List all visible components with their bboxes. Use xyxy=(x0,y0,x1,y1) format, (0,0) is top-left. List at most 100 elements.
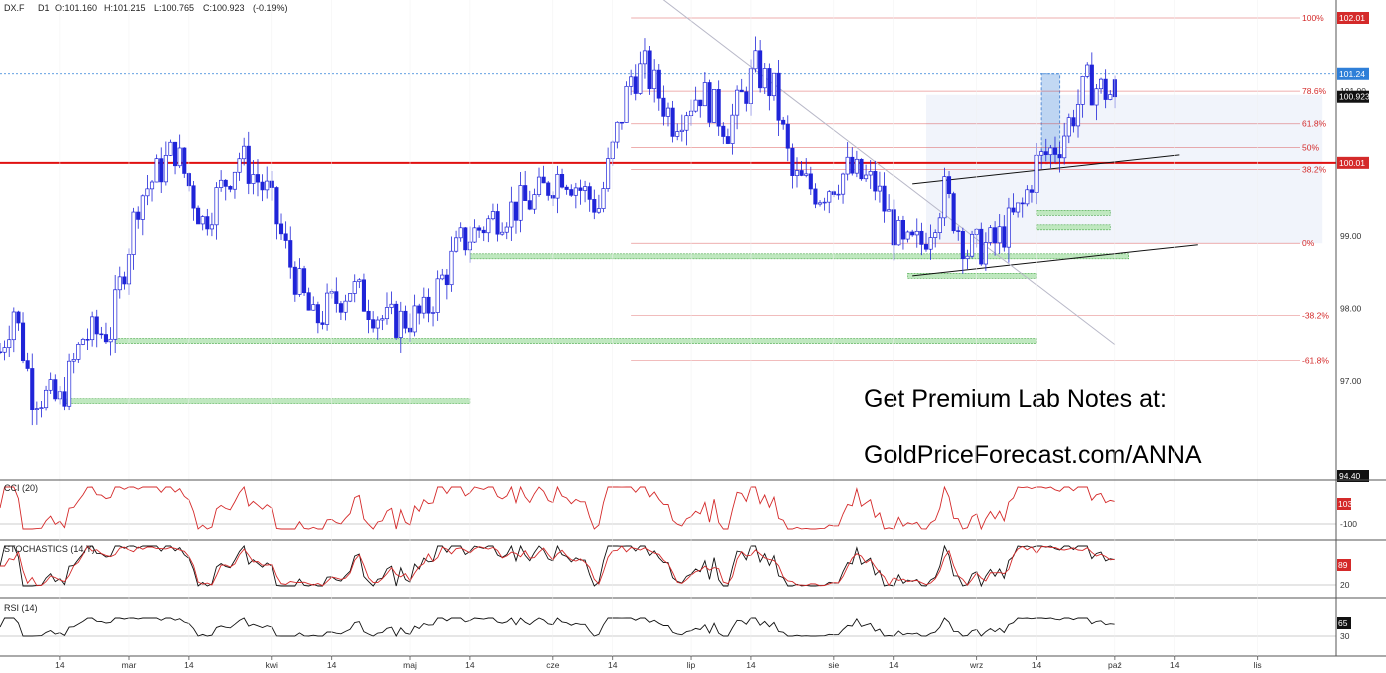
candle xyxy=(702,72,707,107)
price-tick-label: 100.923 xyxy=(1339,92,1370,102)
candle xyxy=(509,186,514,241)
candle xyxy=(873,160,878,201)
candle xyxy=(504,222,509,240)
candle xyxy=(790,143,795,189)
candle xyxy=(1043,138,1048,162)
candle xyxy=(905,230,910,243)
candle xyxy=(1016,202,1021,218)
header-close: C:100.923 xyxy=(203,3,245,13)
candle xyxy=(661,85,666,126)
candle xyxy=(99,326,104,339)
candle xyxy=(527,190,532,211)
trendline[interactable] xyxy=(912,244,1198,277)
candle xyxy=(94,309,99,348)
candle xyxy=(1002,215,1007,252)
candle xyxy=(25,352,30,372)
indicator-value-label: 65 xyxy=(1338,618,1348,628)
highlight-box xyxy=(925,94,1323,244)
indicator-level-label: 20 xyxy=(1340,580,1350,590)
candle xyxy=(642,38,648,79)
indicator-value-label: 89 xyxy=(1338,560,1348,570)
highlight-boxes xyxy=(925,73,1323,244)
candle xyxy=(39,401,44,418)
candle xyxy=(182,147,187,178)
candle xyxy=(274,186,279,240)
candle xyxy=(896,216,901,246)
time-tick-label: 14 xyxy=(608,660,618,670)
candle xyxy=(684,111,689,146)
candle xyxy=(394,300,399,340)
candle xyxy=(500,222,505,236)
candle xyxy=(255,159,261,197)
candle xyxy=(813,183,818,209)
price-tick-label: 99.00 xyxy=(1340,231,1362,241)
time-tick-label: maj xyxy=(403,660,417,670)
trendlines xyxy=(631,0,1198,346)
candle xyxy=(435,270,440,321)
candle xyxy=(297,258,302,297)
candle xyxy=(960,227,965,274)
candle xyxy=(956,226,961,241)
fib-level-label: -61.8% xyxy=(1302,356,1329,366)
promo-line-1: Get Premium Lab Notes at: xyxy=(864,385,1167,413)
trendline[interactable] xyxy=(912,154,1180,185)
candle xyxy=(352,274,357,303)
trendline[interactable] xyxy=(631,0,1116,346)
candle xyxy=(1075,89,1081,138)
header-low: L:100.765 xyxy=(154,3,194,13)
candle xyxy=(140,194,145,236)
candle xyxy=(532,188,537,214)
candle xyxy=(108,327,113,356)
time-tick-label: 14 xyxy=(184,660,194,670)
candle xyxy=(675,123,680,141)
candle xyxy=(122,271,127,290)
candle xyxy=(914,218,919,248)
candle xyxy=(403,305,408,334)
support-zone xyxy=(1036,224,1111,231)
candle xyxy=(1108,90,1113,101)
candle xyxy=(200,215,205,231)
cci-panel[interactable]: -100 103 xyxy=(0,485,1386,541)
candle xyxy=(145,174,150,206)
candle xyxy=(173,141,178,175)
candle xyxy=(117,266,122,299)
candle xyxy=(619,121,624,130)
candle xyxy=(776,60,781,136)
candle xyxy=(1066,113,1071,144)
fib-level-label: 50% xyxy=(1302,143,1319,153)
candle xyxy=(219,170,224,192)
price-tick-label: 97.00 xyxy=(1340,376,1362,386)
candle xyxy=(523,170,528,201)
candle xyxy=(76,342,81,363)
candle xyxy=(1020,197,1025,218)
candle xyxy=(315,301,320,334)
price-badge xyxy=(1337,156,1369,169)
candle xyxy=(983,232,988,271)
candle xyxy=(606,147,611,192)
time-tick-label: mar xyxy=(122,660,137,670)
candle xyxy=(237,152,242,181)
time-tick-label: kwi xyxy=(266,660,278,670)
candle xyxy=(44,385,49,411)
candle xyxy=(578,179,583,205)
header-interval: D1 xyxy=(38,3,50,13)
candle xyxy=(361,273,366,312)
candle xyxy=(536,167,542,197)
candle xyxy=(970,230,975,259)
candle xyxy=(1006,197,1011,263)
time-tick-label: 14 xyxy=(55,660,65,670)
candle xyxy=(472,219,477,243)
candle xyxy=(292,261,297,302)
candle xyxy=(232,171,238,199)
candle xyxy=(900,215,906,250)
candle xyxy=(90,311,95,347)
candle xyxy=(656,64,661,111)
candle xyxy=(988,225,993,246)
candle xyxy=(1057,142,1062,173)
support-zone xyxy=(1036,210,1111,216)
candle xyxy=(168,139,173,156)
candle xyxy=(246,131,251,195)
